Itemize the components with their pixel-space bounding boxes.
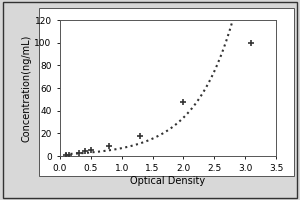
Y-axis label: Concentration(ng/mL): Concentration(ng/mL)	[22, 34, 32, 142]
X-axis label: Optical Density: Optical Density	[130, 176, 206, 186]
